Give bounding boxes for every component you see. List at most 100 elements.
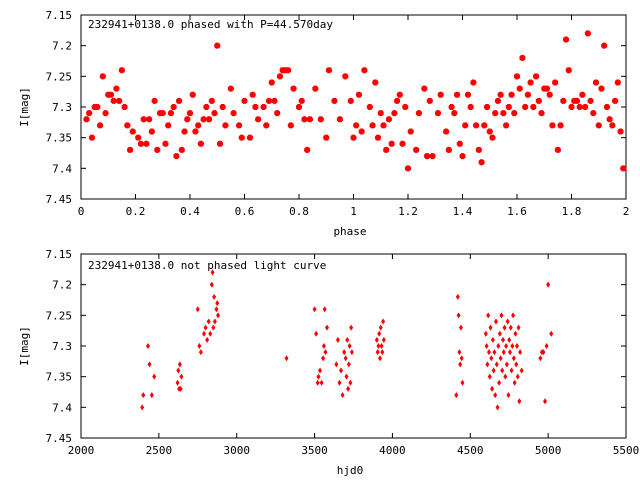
plot-2-data-point [204, 325, 208, 331]
plot-2-data-point [336, 337, 340, 343]
plot-1-data-point [277, 73, 283, 79]
plot-1-data-point [511, 110, 517, 116]
plot-2-data-point [490, 386, 494, 392]
plot-1-data-point [198, 141, 204, 147]
plot-1-data-point [214, 43, 220, 49]
plot-1-data-point [479, 159, 485, 165]
plot-2-data-point [456, 294, 460, 300]
plot-1-xtick-label: 1.6 [507, 205, 527, 218]
plot-2-xtick-label: 3000 [223, 444, 250, 457]
plot-1-data-point [160, 110, 166, 116]
plot-1-data-point [514, 73, 520, 79]
plot-1-data-point [492, 110, 498, 116]
plot-1-data-point [124, 122, 130, 128]
plot-2-xtick-label: 5500 [613, 444, 640, 457]
plot-2-data-point [216, 312, 220, 318]
plot-1-data-point [380, 122, 386, 128]
plot-2-data-point [325, 325, 329, 331]
plot-1-data-point [263, 122, 269, 128]
plot-2-data-point [506, 318, 510, 324]
plot-2-data-point [176, 368, 180, 374]
plot-1-data-point [585, 30, 591, 36]
plot-2-title: 232941+0138.0 not phased light curve [88, 259, 326, 272]
plot-2-xtick-label: 2500 [146, 444, 173, 457]
plot-1-data-point [182, 129, 188, 135]
plot-2-data-point [152, 374, 156, 380]
plot-2-data-point [337, 380, 341, 386]
plot-2-data-point [510, 343, 514, 349]
plot-1-xtick-label: 0.4 [180, 205, 200, 218]
plot-2-data-point [377, 331, 381, 337]
plot-2-data-point [538, 355, 542, 361]
plot-1-data-point [375, 135, 381, 141]
plot-2-data-point [178, 361, 182, 367]
plot-1-data-point [590, 110, 596, 116]
plot-2-xtick-label: 5000 [535, 444, 562, 457]
plot-1-data-point [421, 86, 427, 92]
plot-2-data-point [316, 374, 320, 380]
plot-2-data-point [344, 355, 348, 361]
plot-1-ytick-label: 7.45 [46, 193, 73, 206]
plot-1-data-point [239, 135, 245, 141]
plot-1-data-point [544, 86, 550, 92]
plot-2-data-point [460, 355, 464, 361]
plot-1-xtick-label: 1.4 [453, 205, 473, 218]
plot-1-data-point [416, 110, 422, 116]
plot-1-data-point [299, 98, 305, 104]
plot-1-ytick-label: 7.15 [46, 9, 73, 22]
plot-1-data-point [247, 135, 253, 141]
plot-2-data-point [514, 361, 518, 367]
plot-2-data-point [378, 355, 382, 361]
plot-2-data-point [549, 331, 553, 337]
plot-1-data-point [228, 86, 234, 92]
plot-2-data-point [323, 349, 327, 355]
plot-1-data-point [612, 98, 618, 104]
plot-1-data-point [206, 116, 212, 122]
plot-1-data-point [89, 135, 95, 141]
plot-1-data-point [252, 104, 258, 110]
plot-1-data-point [386, 116, 392, 122]
plot-2-data-point [348, 343, 352, 349]
plot-1-data-point [187, 110, 193, 116]
plot-2-data-point [176, 380, 180, 386]
plot-1-ytick-label: 7.35 [46, 132, 73, 145]
plot-1-data-point [503, 122, 509, 128]
plot-2-data-point [334, 361, 338, 367]
plot-2-data-point [517, 325, 521, 331]
plot-2-xlabel: hjd0 [337, 464, 364, 477]
plot-2-data-point [513, 380, 517, 386]
plot-2-data-point [215, 300, 219, 306]
plot-1-data-point [405, 165, 411, 171]
plot-2-data-point [344, 374, 348, 380]
plot-2-data-point [485, 343, 489, 349]
plot-2-data-point [511, 312, 515, 318]
plot-1-data-point [473, 122, 479, 128]
plot-2-data-point [492, 349, 496, 355]
plot-2-data-point [494, 318, 498, 324]
plot-1-data-point [195, 122, 201, 128]
plot-1-data-point [141, 116, 147, 122]
plot-1-data-point [146, 116, 152, 122]
plot-1-data-point [242, 98, 248, 104]
plot-1-data-point [588, 98, 594, 104]
plot-2-data-point [150, 392, 154, 398]
plot-2-data-point [513, 331, 517, 337]
plot-1-data-point [291, 86, 297, 92]
plot-2-data-point [208, 331, 212, 337]
plot-2-data-point [502, 349, 506, 355]
plot-1-data-point [135, 135, 141, 141]
plot-2-data-point [213, 318, 217, 324]
plot-1-data-point [165, 122, 171, 128]
plot-1-data-point [536, 98, 542, 104]
plot-2-data-point [518, 349, 522, 355]
plot-1-data-point [598, 86, 604, 92]
plot-1-data-point [582, 104, 588, 110]
plot-1-data-point [413, 147, 419, 153]
plot-1-data-point [83, 116, 89, 122]
plot-1-ytick-label: 7.3 [52, 101, 72, 114]
plot-1-data-point [201, 116, 207, 122]
plot-2-ytick-label: 7.4 [52, 401, 72, 414]
plot-2-ytick-label: 7.2 [52, 279, 72, 292]
plot-2-data-point [199, 349, 203, 355]
